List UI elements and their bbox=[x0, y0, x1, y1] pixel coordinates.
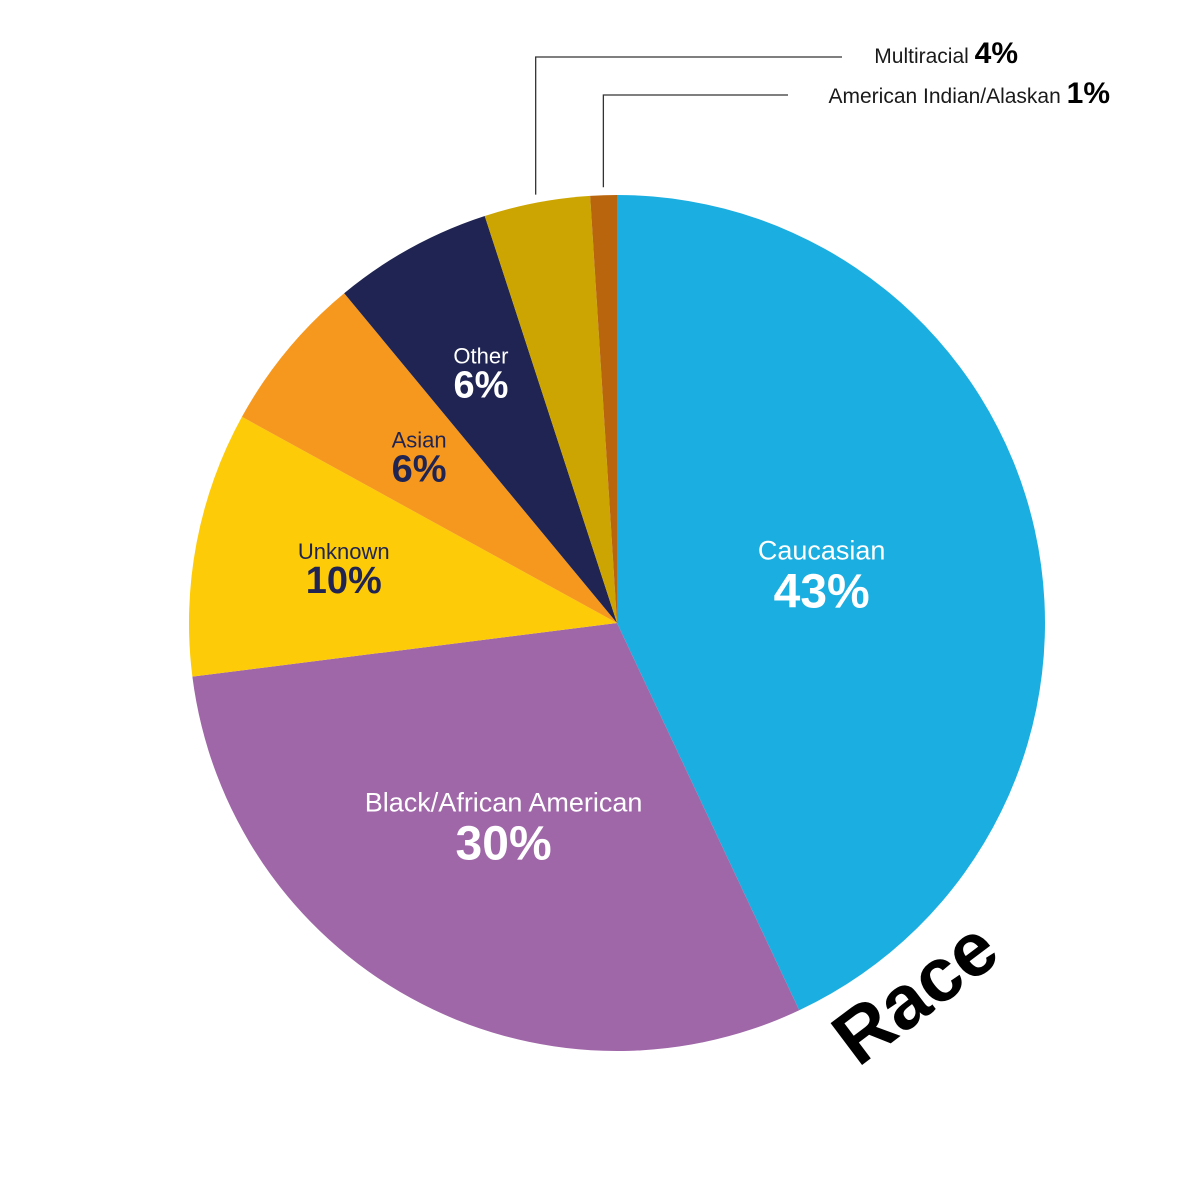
slice-value-black-african-american: 30% bbox=[456, 817, 552, 870]
slice-value-unknown: 10% bbox=[306, 560, 382, 602]
callout-name-american-indian-alaskan: American Indian/Alaskan bbox=[829, 85, 1067, 108]
slice-label-caucasian: Caucasian bbox=[758, 535, 886, 565]
callout-name-multiracial: Multiracial bbox=[874, 45, 974, 68]
slice-label-black-african-american: Black/African American bbox=[365, 787, 643, 817]
slice-american-indian-alaskan bbox=[590, 195, 617, 623]
callout-value-american-indian-alaskan: 1% bbox=[1067, 77, 1110, 110]
slice-multiracial bbox=[484, 195, 617, 624]
slice-value-asian: 6% bbox=[392, 448, 447, 490]
slice-label-asian: Asian bbox=[392, 427, 447, 452]
slice-caucasian bbox=[617, 195, 1045, 1011]
slice-black-african-american bbox=[192, 623, 800, 1051]
slice-asian bbox=[241, 293, 617, 623]
slice-unknown bbox=[188, 416, 617, 677]
callout-line-american-indian-alaskan bbox=[602, 94, 788, 188]
slice-label-unknown: Unknown bbox=[298, 539, 390, 564]
callout-label-multiracial: Multiracial 4% bbox=[874, 37, 1018, 70]
slice-value-caucasian: 43% bbox=[774, 565, 870, 618]
callout-value-multiracial: 4% bbox=[975, 37, 1018, 70]
callout-lines bbox=[535, 56, 842, 195]
callout-label-american-indian-alaskan: American Indian/Alaskan 1% bbox=[829, 77, 1111, 110]
callout-line-multiracial bbox=[535, 56, 842, 195]
slice-other bbox=[344, 215, 617, 623]
pie-slices bbox=[188, 195, 1045, 1051]
slice-label-other: Other bbox=[453, 343, 508, 368]
slice-value-other: 6% bbox=[453, 364, 508, 406]
